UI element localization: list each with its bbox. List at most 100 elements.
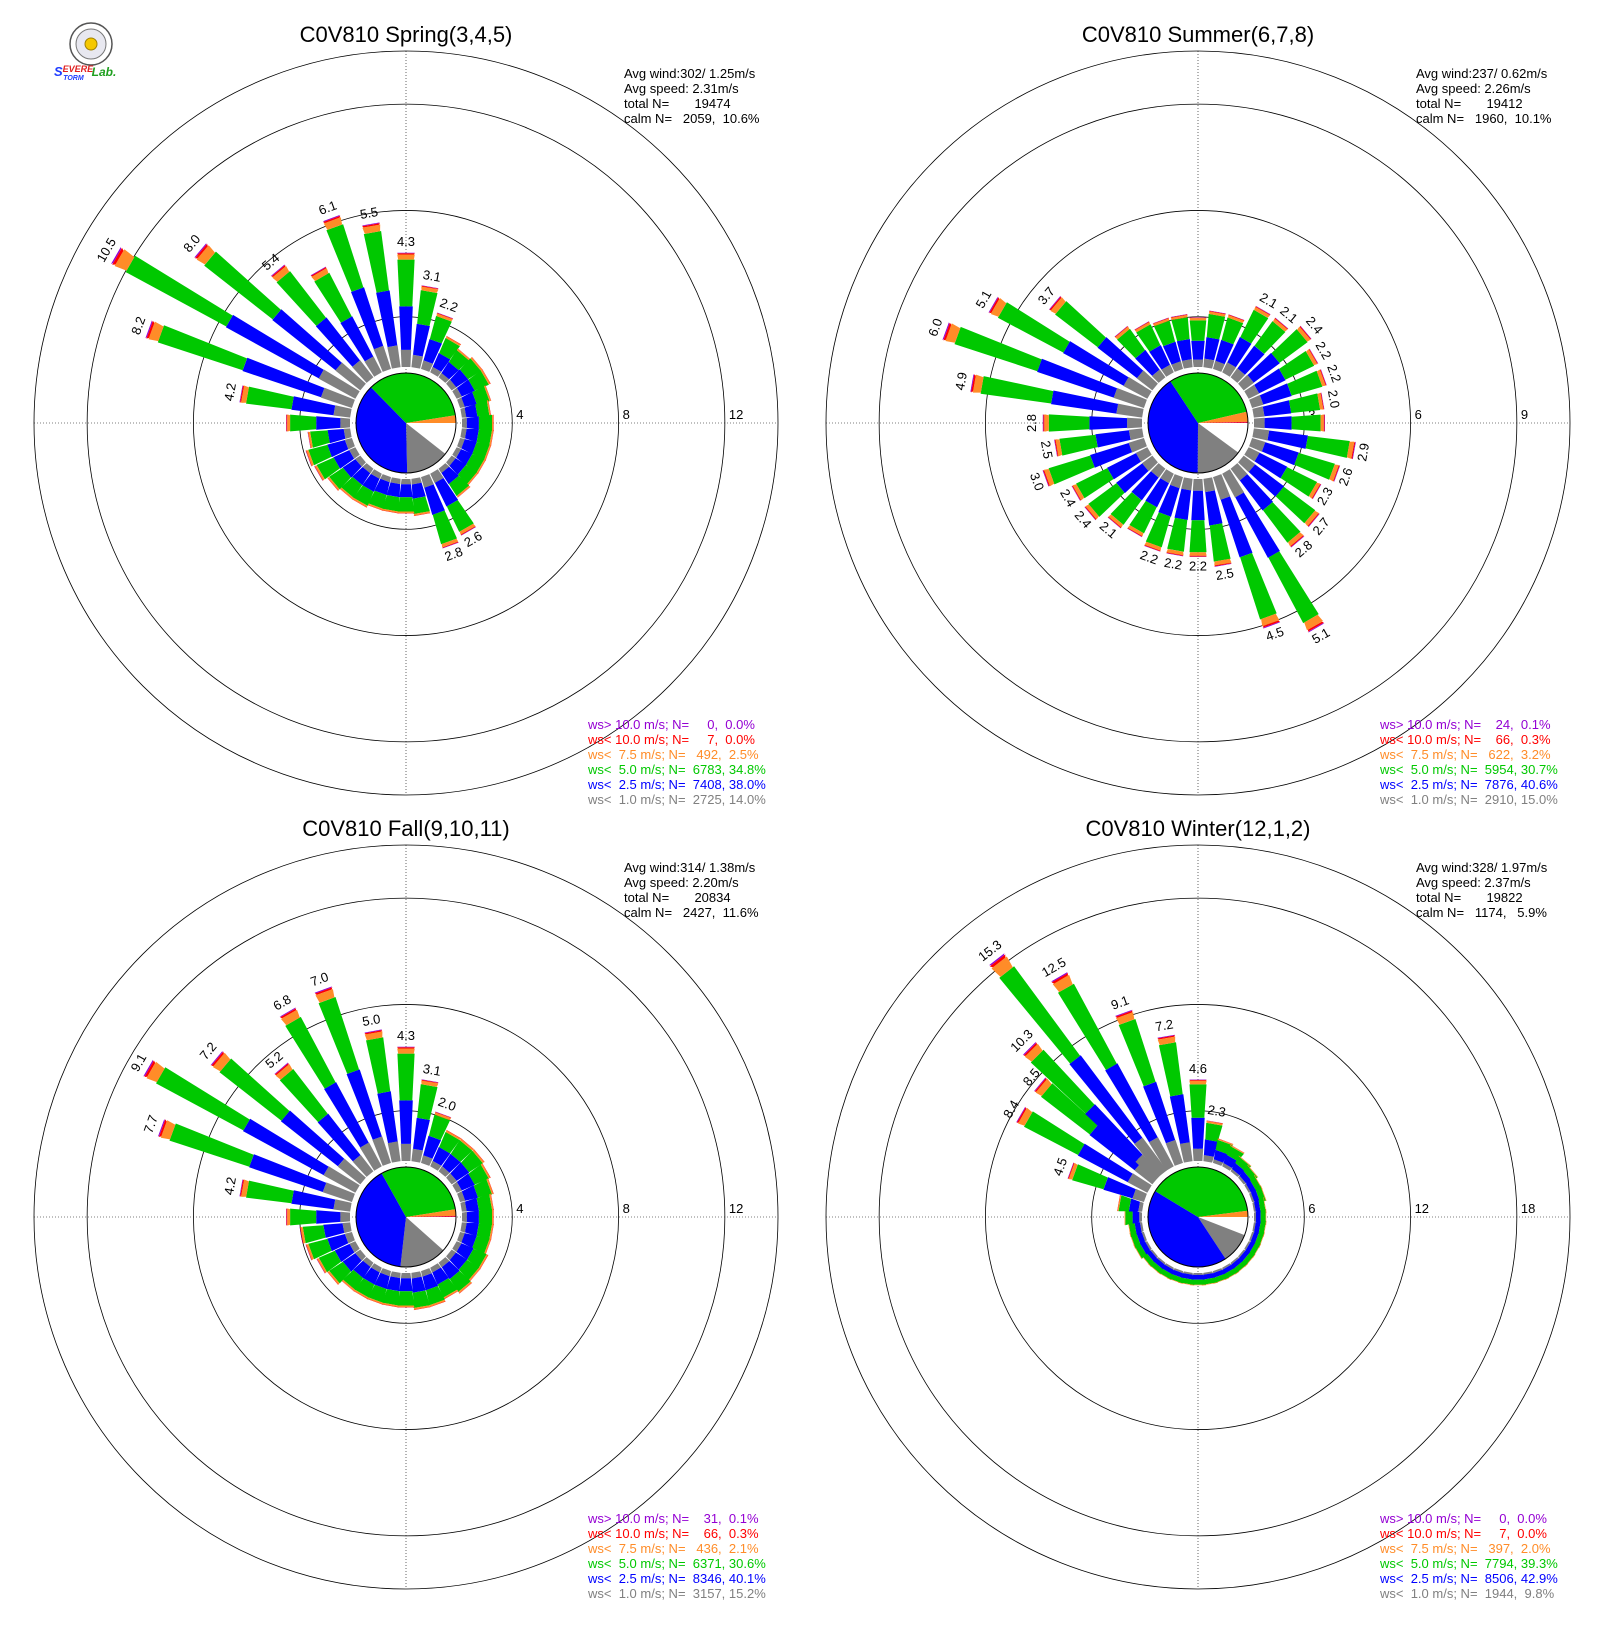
windrose-bar-lt1-dir-190 (390, 1271, 401, 1279)
windrose-bar-gt10-dir-220 (1107, 517, 1121, 529)
windrose-bar-lt1-dir-30 (430, 1160, 442, 1171)
windrose-bar-lt5-dir-310 (1041, 1083, 1098, 1135)
windrose-bar-lt5-dir-240 (316, 457, 340, 480)
bar-label-dir-100: 2.9 (1354, 442, 1372, 462)
windrose-bar-gt10-dir-240 (316, 1258, 325, 1274)
windrose-bar-lt2_5-dir-230 (342, 1253, 362, 1272)
windrose-bar-lt10-dir-190 (1166, 552, 1184, 556)
legend-lt1: ws< 1.0 m/s; N= 1944, 9.8% (1379, 1586, 1555, 1601)
windrose-bar-lt1-dir-20 (1213, 1159, 1224, 1166)
windrose-bar-lt2_5-dir-300 (1077, 1143, 1133, 1183)
windrose-bar-lt5-dir-300 (997, 302, 1070, 353)
windrose-bar-lt2_5-dir-180 (399, 484, 413, 498)
bar-label-dir-280: 4.2 (221, 382, 239, 402)
windrose-bar-gt10-dir-290 (942, 322, 950, 340)
windrose-bar-lt10-dir-290 (146, 320, 155, 339)
windrose-bar-gt10-dir-300 (111, 247, 122, 264)
windrose-bar-lt5-dir-0 (1189, 320, 1207, 341)
windrose-bar-lt2_5-dir-140 (1231, 1258, 1244, 1270)
windrose-bar-lt7_5-dir-240 (317, 1258, 327, 1274)
windrose-bar-lt5-dir-160 (1213, 1273, 1229, 1284)
windrose-bar-lt10-dir-50 (473, 1149, 485, 1162)
windrose-bar-lt1-dir-220 (362, 1257, 374, 1268)
windrose-bar-lt5-dir-220 (341, 476, 363, 498)
windrose-bar-lt7_5-dir-40 (456, 348, 471, 361)
windrose-bar-lt2_5-dir-130 (1239, 1250, 1251, 1263)
windrose-bar-lt2_5-dir-230 (1116, 463, 1149, 494)
windrose-bar-lt5-dir-0 (397, 1053, 415, 1101)
windrose-bar-lt5-dir-90 (1291, 414, 1321, 432)
windrose-bar-lt1-dir-110 (1249, 438, 1266, 452)
windrose-bar-lt10-dir-70 (485, 385, 492, 401)
windrose-bar-lt2_5-dir-150 (1235, 492, 1280, 558)
ring-label: 3 (1308, 407, 1315, 422)
windrose-bar-gt10-dir-270 (1042, 414, 1044, 432)
info-line: Avg wind:328/ 1.97m/s (1416, 860, 1548, 875)
bar-label-dir-250: 3.0 (1027, 471, 1047, 493)
windrose-bar-lt7_5-dir-10 (1209, 311, 1226, 317)
windrose-bar-lt2_5-dir-260 (327, 429, 346, 444)
windrose-bar-lt7_5-dir-190 (382, 508, 399, 514)
windrose-bar-lt7_5-dir-140 (456, 485, 471, 498)
windrose-bar-lt1-dir-100 (460, 1222, 467, 1233)
windrose-bar-lt2_5-dir-270 (316, 1210, 341, 1224)
windrose-bar-lt5-dir-170 (412, 496, 430, 514)
info-line: calm N= 2427, 11.6% (624, 905, 759, 920)
windrose-bar-lt1-dir-350 (1181, 359, 1193, 369)
windrose-bar-lt2_5-dir-90 (1264, 416, 1292, 430)
windrose-bar-lt5-dir-270 (290, 1208, 317, 1226)
ring-label: 6 (1308, 1201, 1315, 1216)
windrose-bar-lt1-dir-250 (1141, 1232, 1147, 1242)
pie-slice-lt5 (1155, 1166, 1248, 1217)
windrose-bar-lt2_5-dir-190 (1174, 488, 1192, 520)
legend-lt10: ws< 10.0 m/s; N= 66, 0.3% (587, 1526, 759, 1541)
windrose-bar-lt10-dir-322 (989, 954, 1006, 968)
windrose-bar-lt10-dir-100 (490, 429, 494, 447)
windrose-bar-lt10-dir-50 (1299, 325, 1312, 340)
windrose-bar-lt2_5-dir-280 (1128, 1198, 1140, 1212)
windrose-bar-gt10-dir-150 (1308, 623, 1325, 633)
windrose-bar-gt10-dir-250 (305, 1244, 312, 1261)
windrose-bar-lt5-dir-30 (439, 1131, 460, 1154)
windrose-bar-lt1-dir-270 (340, 417, 350, 429)
pie-slice-calm (1198, 1217, 1248, 1236)
pie-slice-lt1 (1198, 1217, 1245, 1259)
windrose-bar-lt1-dir-40 (1230, 1168, 1240, 1177)
windrose-bar-lt7_5-dir-340 (1152, 318, 1170, 327)
bar-label-dir-200: 2.2 (1138, 547, 1160, 567)
bar-label-dir-350: 5.0 (361, 1011, 381, 1029)
windrose-bar-lt2_5-dir-100 (1267, 430, 1308, 449)
windrose-bar-gt10-dir-20 (1228, 314, 1245, 321)
windrose-bar-lt5-dir-310 (219, 1058, 290, 1121)
legend-lt5: ws< 5.0 m/s; N= 7794, 39.3% (1379, 1556, 1558, 1571)
windrose-bar-lt1-dir-350 (387, 345, 401, 369)
windrose-bar-lt5-dir-290 (954, 326, 1042, 372)
windrose-bar-lt2_5-dir-50 (1239, 1170, 1252, 1184)
windrose-bar-gt10-dir-10 (421, 1079, 439, 1083)
windrose-bar-lt2_5-dir-330 (324, 1082, 369, 1148)
windrose-bar-lt10-dir-40 (457, 348, 471, 360)
windrose-bar-lt5-dir-280 (246, 1180, 294, 1204)
windrose-bar-lt1-dir-230 (355, 1249, 366, 1261)
windrose-bar-lt7_5-dir-80 (489, 1193, 494, 1211)
windrose-bar-lt7_5-dir-220 (1108, 514, 1123, 528)
windrose-bar-lt5-dir-270 (290, 414, 317, 432)
windrose-bar-lt1-dir-350 (387, 1141, 401, 1163)
windrose-bar-lt10-dir-30 (446, 1129, 462, 1139)
windrose-bar-lt5-dir-130 (1275, 486, 1316, 524)
windrose-bar-lt1-dir-110 (457, 1232, 465, 1243)
windrose-bar-lt2_5-dir-160 (1213, 1269, 1226, 1278)
windrose-bar-lt10-dir-40 (1274, 317, 1289, 330)
windrose-bar-lt1-dir-270 (1127, 417, 1142, 429)
pie-outline (355, 1166, 457, 1268)
windrose-bar-lt2_5-dir-0 (399, 306, 413, 350)
windrose-bar-lt7_5-dir-340 (1116, 1012, 1135, 1025)
windrose-bar-lt10-dir-290 (1067, 1162, 1075, 1179)
windrose-bar-lt7_5-dir-330 (281, 1009, 300, 1026)
windrose-bar-lt5-dir-250 (308, 1238, 332, 1260)
pie-slice-lt1 (1197, 423, 1239, 474)
windrose-bar-lt2_5-dir-60 (1254, 368, 1286, 394)
ring-label: 8 (623, 407, 630, 422)
windrose-bar-gt10-dir-350 (364, 1029, 383, 1034)
windrose-bar-lt1-dir-200 (380, 474, 391, 483)
